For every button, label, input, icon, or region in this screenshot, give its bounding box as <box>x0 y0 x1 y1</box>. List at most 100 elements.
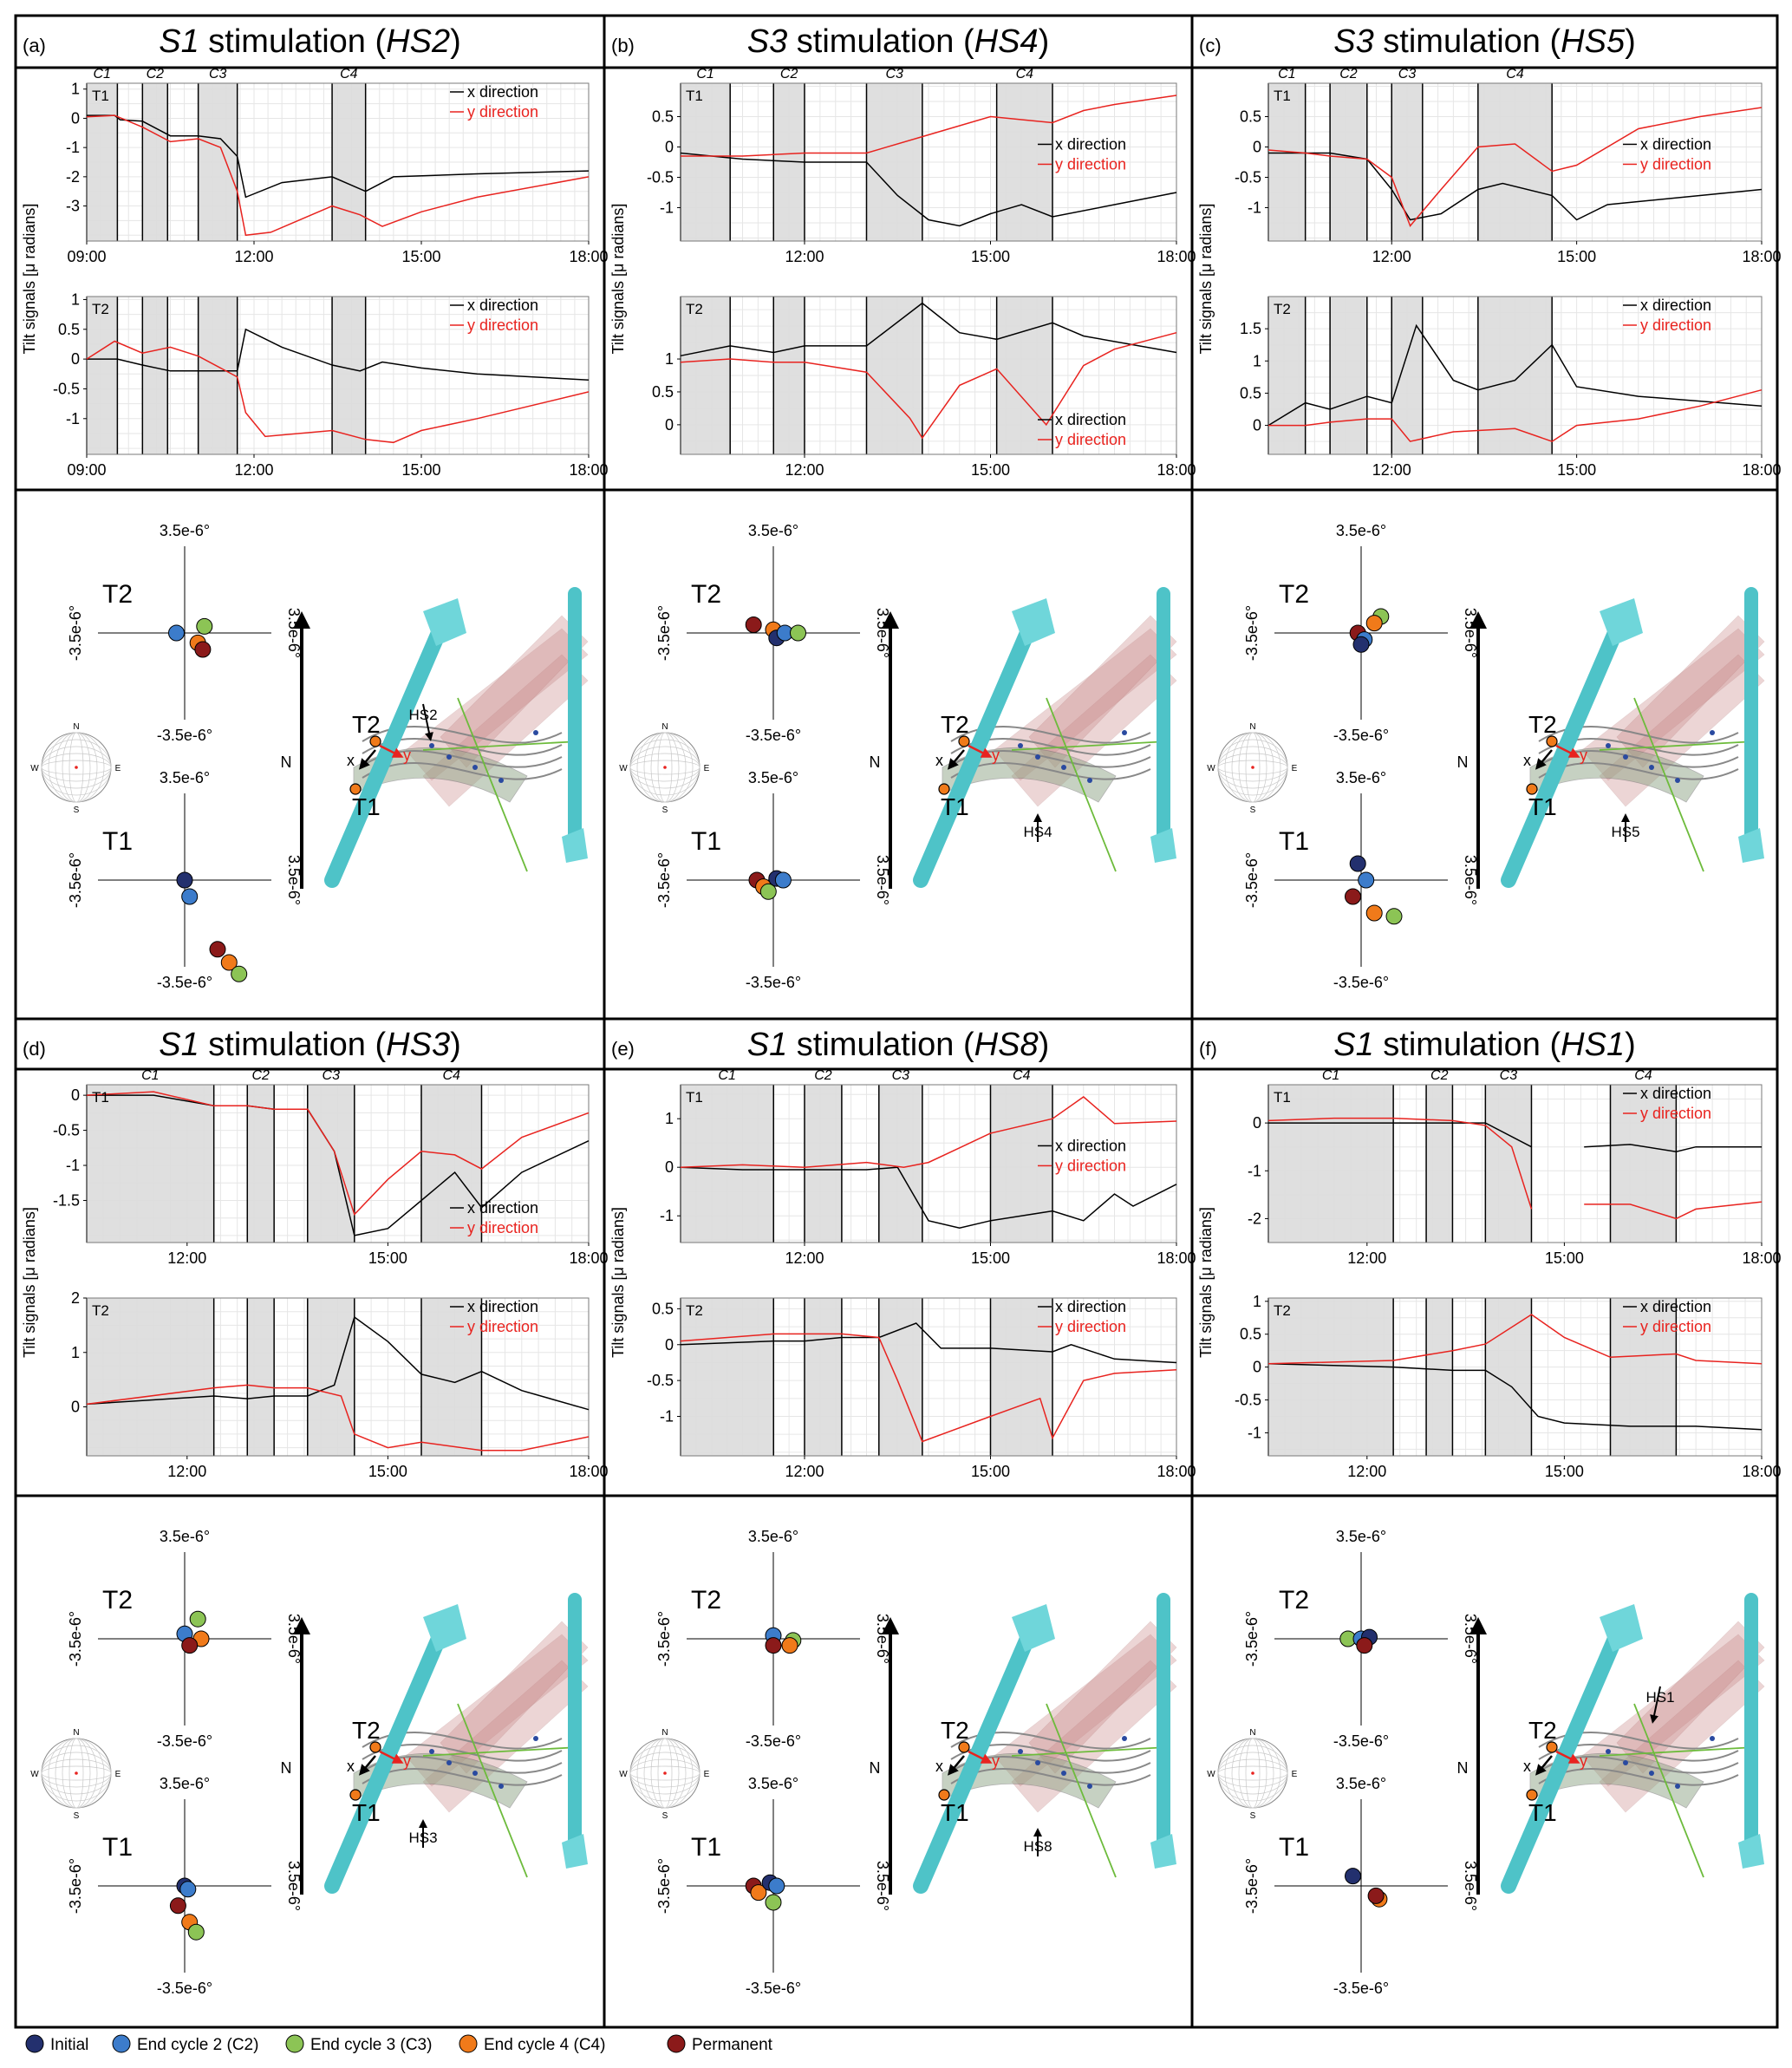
chart-axes-box <box>1267 296 1763 455</box>
y-tick-label: 1 <box>1253 1293 1261 1310</box>
sensor-y-label: y <box>992 747 1000 764</box>
cycle-band-c2 <box>247 1085 275 1243</box>
stereonet-sensor-label: T1 <box>102 827 133 856</box>
compass-grid <box>1224 1738 1281 1809</box>
y-tick-label: 0.5 <box>1240 1326 1261 1343</box>
borehole-head <box>423 598 466 646</box>
y-axis-label: Tilt signals [μ radians] <box>21 1207 38 1358</box>
panel-letter: (c) <box>1199 35 1222 56</box>
sensor-t2-marker <box>958 735 970 747</box>
panel-title-part: HS5 <box>1561 23 1626 60</box>
cycle-band-c1 <box>87 297 118 454</box>
compass-e: E <box>115 764 121 773</box>
x-tick-label: 12:00 <box>234 248 273 265</box>
injection-interval-line <box>422 740 580 751</box>
x-tick-label: 18:00 <box>569 1249 608 1267</box>
panel-title: S1 stimulation (HS1) <box>1333 1027 1635 1063</box>
y-tick-label: -1 <box>1248 199 1261 217</box>
y-tick-label: 0 <box>665 139 674 156</box>
compass-n: N <box>1249 722 1255 732</box>
legend-label-x: x direction <box>467 297 538 314</box>
sensor-y-arrow <box>1555 1750 1580 1764</box>
tilt-marker-end-c2 <box>774 871 792 889</box>
injection-interval-line <box>457 1703 528 1878</box>
sensor-t1-marker <box>938 783 950 795</box>
packer-marker <box>1035 754 1040 760</box>
axis-label-top: 3.5e-6° <box>748 1528 798 1545</box>
x-tick-label: 18:00 <box>1157 1249 1196 1267</box>
injection-interval-line <box>1633 697 1704 872</box>
axis-label-bottom: -3.5e-6° <box>1333 727 1389 744</box>
compass-grid <box>1217 739 1288 796</box>
axis-label-top: 3.5e-6° <box>1336 522 1386 539</box>
sensor-t2-marker <box>958 1741 970 1753</box>
borehole-head <box>1600 598 1643 646</box>
panel-title-part: stimulation ( <box>787 23 974 60</box>
borehole-t1-label: T1 <box>1528 1799 1557 1826</box>
packer-marker <box>446 754 452 760</box>
packer-marker <box>1122 730 1127 735</box>
x-tick-label: 12:00 <box>785 1463 824 1480</box>
sensor-tag: T1 <box>92 88 109 104</box>
series-x-direction <box>680 152 1177 227</box>
y-tick-label: -0.5 <box>1235 169 1261 186</box>
injection-interval-line <box>1011 1746 1169 1757</box>
panel-title-part: ) <box>1039 23 1050 60</box>
axis-label-left: -3.5e-6° <box>1243 605 1261 661</box>
axis-label-bottom: -3.5e-6° <box>746 727 801 744</box>
legend-label-y: y direction <box>1055 155 1126 173</box>
compass-center <box>75 766 78 769</box>
axis-label-left: -3.5e-6° <box>1243 1611 1261 1667</box>
compass-w: W <box>619 1770 628 1779</box>
hs-label: HS1 <box>1645 1689 1674 1706</box>
y-tick-label: 0.5 <box>58 321 80 338</box>
axis-label-top: 3.5e-6° <box>160 522 210 539</box>
axis-label-bottom: -3.5e-6° <box>746 974 801 991</box>
panel-title-part: S1 <box>159 23 199 60</box>
panel-c: (c) S3 stimulation (HS5) Tilt signals [μ r… <box>1197 23 1782 991</box>
legend-label-x: x direction <box>467 83 538 101</box>
cycle-band-c1 <box>87 1298 214 1456</box>
series-y-direction <box>86 1091 590 1217</box>
y-tick-label: 0 <box>71 1086 80 1104</box>
packer-marker <box>1087 1784 1092 1789</box>
cycle-band-c2 <box>805 1298 842 1456</box>
panel-b: (b) S3 stimulation (HS4) Tilt signals [μ r… <box>609 23 1196 991</box>
axis-label-left: -3.5e-6° <box>67 1611 84 1667</box>
stereonet-sensor-label: T1 <box>1279 1833 1309 1862</box>
packer-marker <box>1675 1784 1680 1789</box>
y-tick-label: 1 <box>71 290 80 308</box>
stereonet-sensor-label: T2 <box>1279 1586 1309 1615</box>
chart-axes-box <box>1267 1084 1763 1243</box>
tilt-marker-permanent <box>745 616 762 633</box>
injection-interval-line <box>1599 740 1756 751</box>
series-x-direction <box>1268 152 1763 221</box>
tilt-marker-permanent <box>1356 1637 1373 1654</box>
borehole-head <box>1600 1604 1643 1652</box>
panel-title-part: stimulation ( <box>199 1027 387 1063</box>
legend-label-x: x direction <box>467 1199 538 1217</box>
axis-label-top: 3.5e-6° <box>1336 769 1386 786</box>
x-tick-label: 12:00 <box>785 1249 824 1267</box>
cycle-band-c3 <box>198 83 238 241</box>
legend-label-x: x direction <box>1055 1137 1126 1154</box>
panel-title-part: ) <box>450 1027 461 1063</box>
panel-letter: (a) <box>23 35 46 56</box>
y-tick-label: 0 <box>665 416 674 434</box>
legend-label-y: y direction <box>467 103 538 121</box>
sensor-y-label: y <box>403 1752 411 1770</box>
compass-s: S <box>1250 806 1256 815</box>
tilt-marker-permanent <box>169 1897 186 1915</box>
panel-title-part: ) <box>1039 1027 1050 1063</box>
axis-label-left: -3.5e-6° <box>67 605 84 661</box>
panel-title: S1 stimulation (HS3) <box>159 1027 460 1063</box>
axis-label-top: 3.5e-6° <box>1336 1528 1386 1545</box>
axis-label-left: -3.5e-6° <box>655 1858 673 1914</box>
sensor-t2-marker <box>369 1741 381 1753</box>
borehole-t2-label: T2 <box>941 1717 969 1744</box>
compass-w: W <box>30 764 39 773</box>
borehole-inclined <box>324 621 448 888</box>
borehole-t1-label: T1 <box>352 1799 381 1826</box>
tilt-marker-end-c2 <box>179 1881 197 1898</box>
